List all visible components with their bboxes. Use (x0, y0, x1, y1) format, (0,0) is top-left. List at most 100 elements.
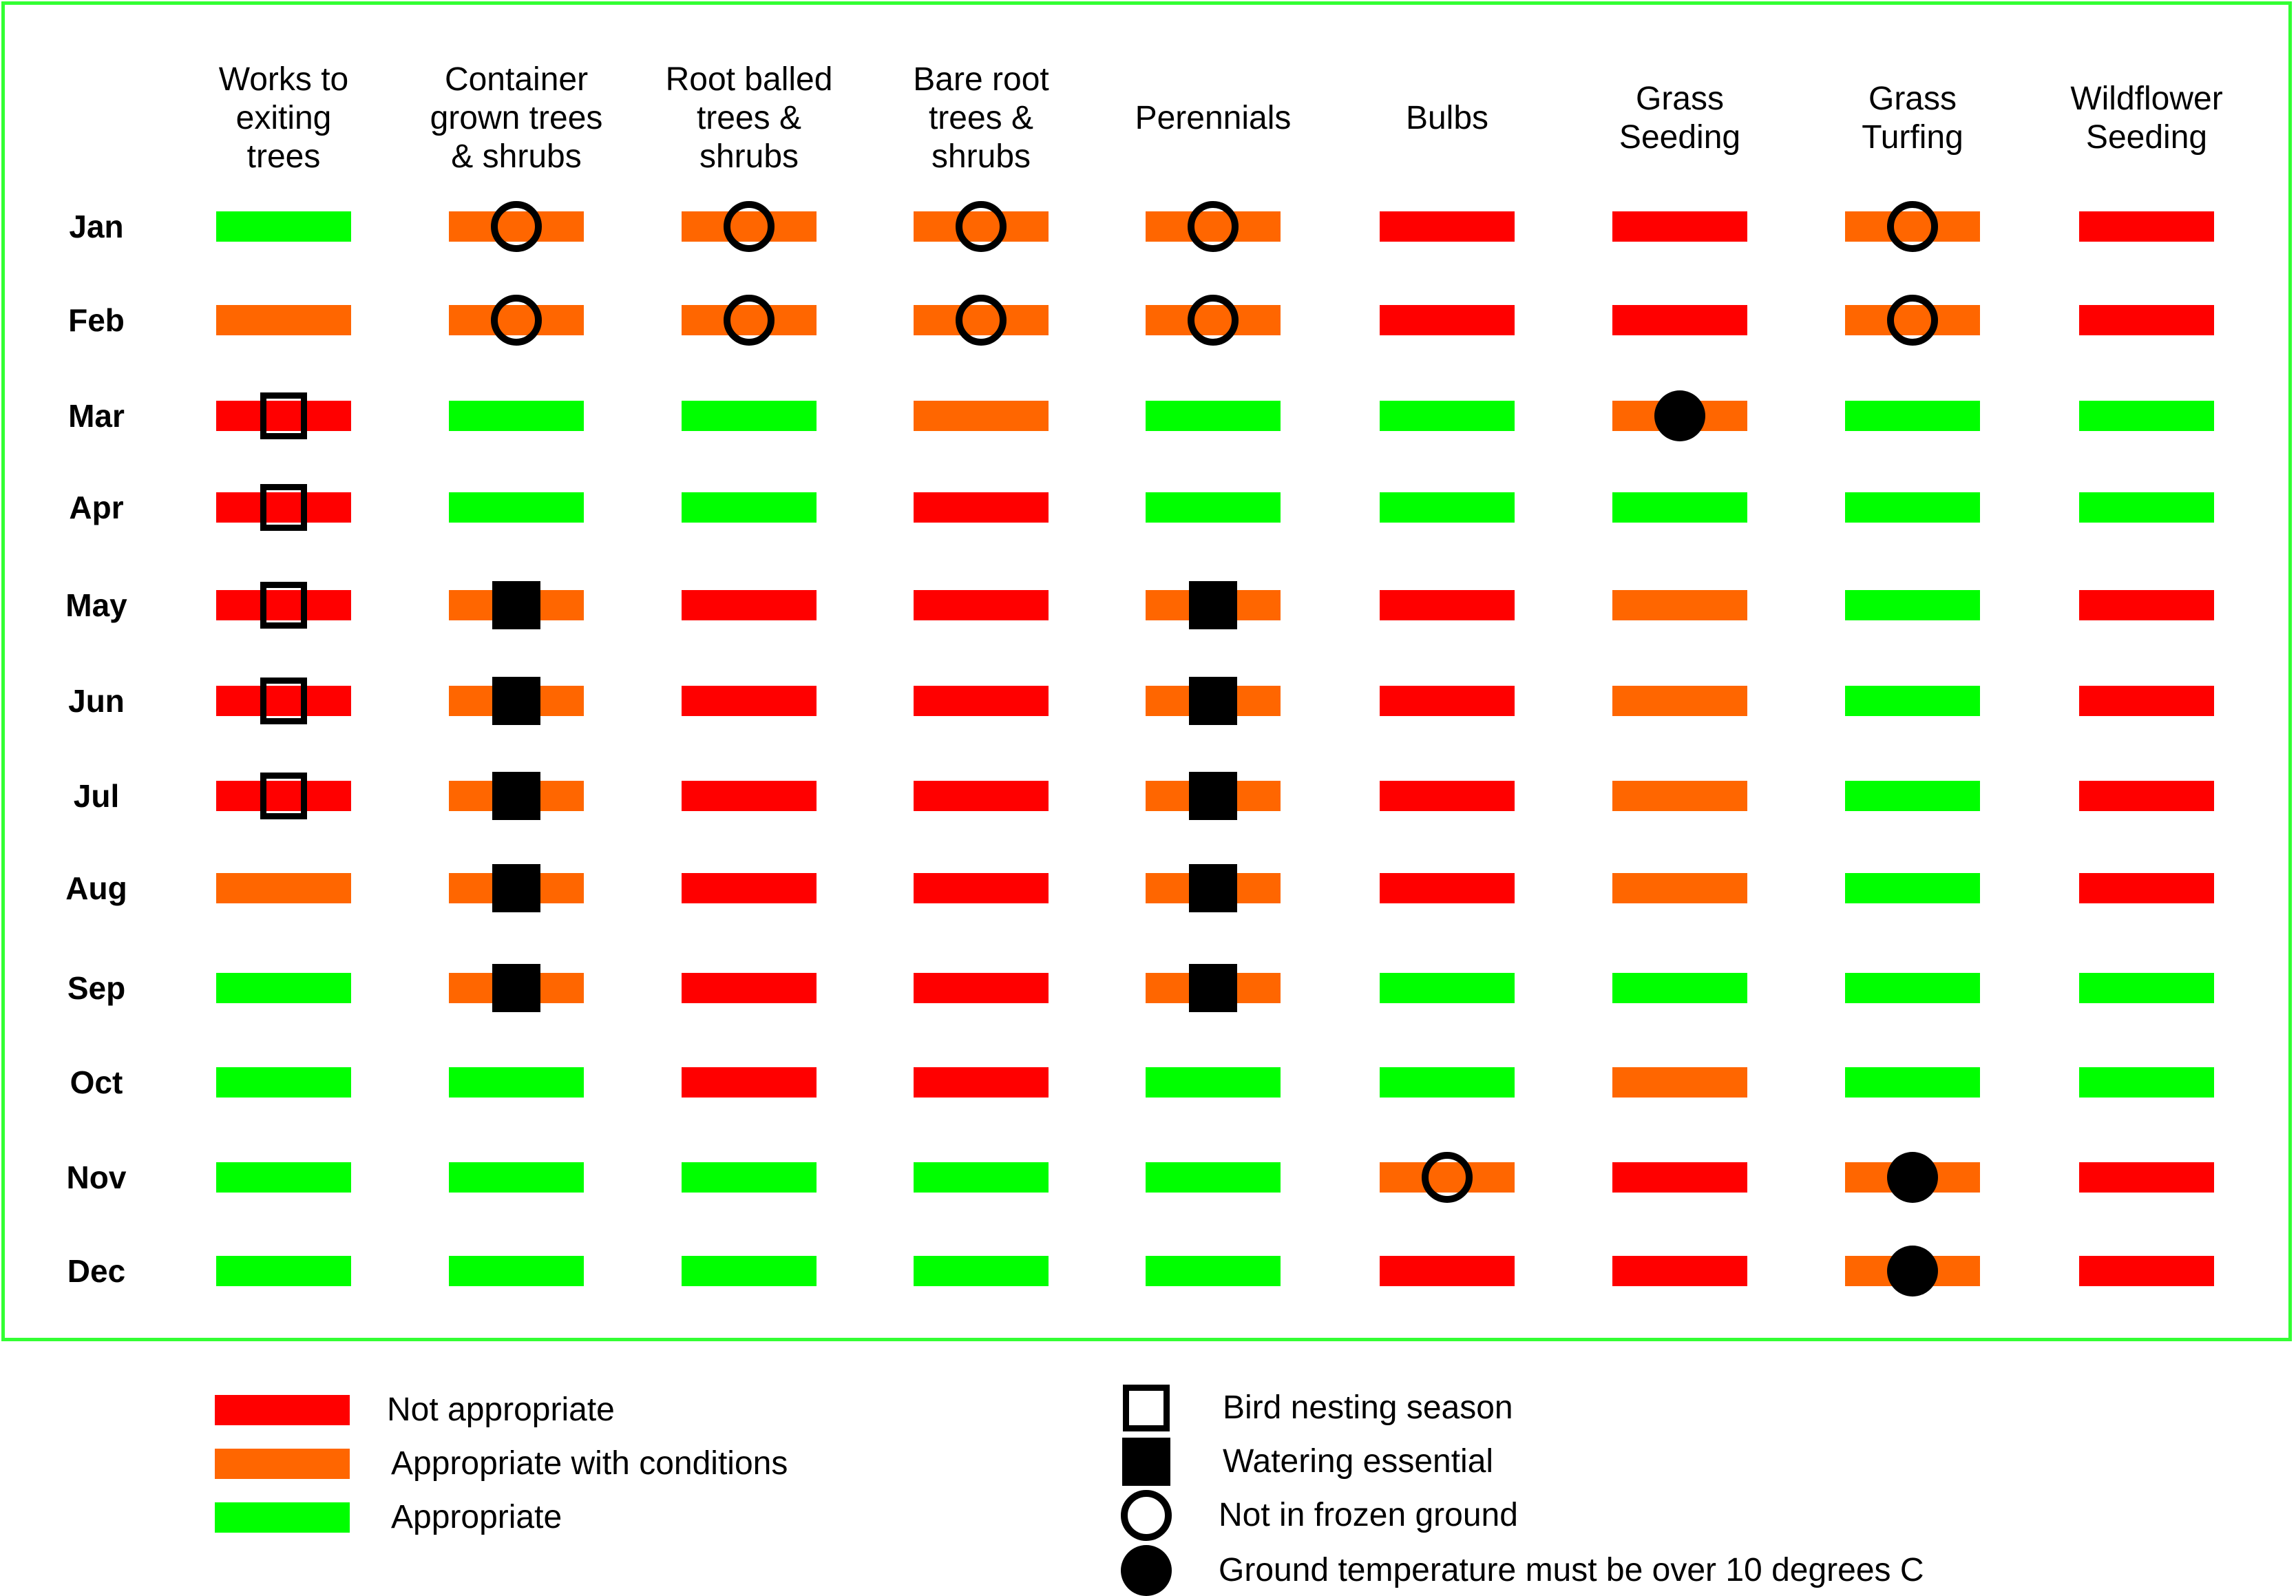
bar-sep-bare-root-trees-shrubs (914, 973, 1049, 1003)
bar-oct-perennials (1146, 1067, 1281, 1098)
bar-oct-bulbs (1380, 1067, 1515, 1098)
bar-dec-root-balled-trees-shrubs (682, 1256, 817, 1286)
bar-aug-works-to-exiting-trees (216, 873, 351, 903)
bar-dec-wildflower-seeding (2079, 1256, 2214, 1286)
square-filled-icon (492, 964, 540, 1012)
column-header-root-balled-trees-shrubs: Root balled trees & shrubs (665, 61, 833, 175)
bar-oct-root-balled-trees-shrubs (682, 1067, 817, 1098)
legend-label-ground-temperature-must-be-over-10-degrees-c: Ground temperature must be over 10 degre… (1219, 1552, 1924, 1588)
square-filled-icon (1189, 581, 1237, 629)
legend-circle-filled-icon (1121, 1545, 1172, 1596)
bar-may-bulbs (1380, 590, 1515, 620)
bar-mar-container-grown-trees-shrubs (449, 401, 584, 431)
bar-jan-works-to-exiting-trees (216, 211, 351, 242)
bar-jul-bulbs (1380, 781, 1515, 811)
month-label-may: May (65, 587, 127, 623)
square-filled-icon (1189, 772, 1237, 820)
bar-apr-bulbs (1380, 492, 1515, 523)
bar-apr-grass-turfing (1845, 492, 1980, 523)
bar-oct-grass-seeding (1612, 1067, 1747, 1098)
circle-open-icon (724, 201, 775, 252)
bar-may-grass-turfing (1845, 590, 1980, 620)
circle-open-icon (724, 295, 775, 346)
circle-filled-icon (1887, 1246, 1938, 1296)
planting-calendar: Works to exiting trees Container grown tr… (65, 61, 2223, 1296)
bar-mar-works-to-exiting-trees (216, 401, 351, 431)
bar-jun-grass-seeding (1612, 686, 1747, 716)
bar-sep-bulbs (1380, 973, 1515, 1003)
column-header-works-to-exiting-trees: Works to exiting trees (218, 61, 349, 175)
bar-jul-root-balled-trees-shrubs (682, 781, 817, 811)
bar-jul-grass-turfing (1845, 781, 1980, 811)
square-open-icon (260, 678, 307, 724)
bar-may-wildflower-seeding (2079, 590, 2214, 620)
circle-filled-icon (1887, 1152, 1938, 1203)
bar-may-root-balled-trees-shrubs (682, 590, 817, 620)
bar-may-works-to-exiting-trees (216, 590, 351, 620)
square-filled-icon (492, 581, 540, 629)
legend-swatch-orange (215, 1449, 350, 1479)
bar-feb-works-to-exiting-trees (216, 305, 351, 335)
bar-aug-grass-turfing (1845, 873, 1980, 903)
column-header-perennials: Perennials (1135, 100, 1292, 136)
square-filled-icon (1189, 677, 1237, 725)
bar-dec-container-grown-trees-shrubs (449, 1256, 584, 1286)
bar-apr-root-balled-trees-shrubs (682, 492, 817, 523)
legend-label-not-in-frozen-ground: Not in frozen ground (1219, 1497, 1518, 1533)
bar-aug-root-balled-trees-shrubs (682, 873, 817, 903)
bar-feb-wildflower-seeding (2079, 305, 2214, 335)
bar-dec-bare-root-trees-shrubs (914, 1256, 1049, 1286)
bar-jul-works-to-exiting-trees (216, 781, 351, 811)
bar-sep-grass-seeding (1612, 973, 1747, 1003)
bar-oct-grass-turfing (1845, 1067, 1980, 1098)
bar-nov-container-grown-trees-shrubs (449, 1162, 584, 1193)
month-label-oct: Oct (70, 1064, 123, 1100)
bar-apr-perennials (1146, 492, 1281, 523)
circle-filled-icon (1654, 390, 1705, 441)
bar-may-grass-seeding (1612, 590, 1747, 620)
bar-may-bare-root-trees-shrubs (914, 590, 1049, 620)
bar-apr-bare-root-trees-shrubs (914, 492, 1049, 523)
square-filled-icon (492, 864, 540, 912)
circle-open-icon (1422, 1152, 1473, 1203)
bar-aug-wildflower-seeding (2079, 873, 2214, 903)
square-filled-icon (1189, 964, 1237, 1012)
square-filled-icon (492, 772, 540, 820)
month-label-jul: Jul (73, 778, 120, 814)
column-header-bare-root-trees-shrubs: Bare root trees & shrubs (913, 61, 1049, 175)
bar-apr-grass-seeding (1612, 492, 1747, 523)
circle-open-icon (491, 201, 542, 252)
bar-feb-grass-seeding (1612, 305, 1747, 335)
legend-square-filled-icon (1122, 1438, 1170, 1486)
bar-feb-bulbs (1380, 305, 1515, 335)
column-header-grass-turfing: Grass Turfing (1862, 81, 1963, 156)
bar-nov-wildflower-seeding (2079, 1162, 2214, 1193)
legend-circle-open-icon (1121, 1490, 1172, 1541)
bar-jun-grass-turfing (1845, 686, 1980, 716)
square-open-icon (260, 392, 307, 439)
bar-aug-grass-seeding (1612, 873, 1747, 903)
bar-mar-grass-turfing (1845, 401, 1980, 431)
legend-swatch-green (215, 1502, 350, 1533)
circle-open-icon (956, 201, 1007, 252)
bar-mar-bulbs (1380, 401, 1515, 431)
bar-oct-container-grown-trees-shrubs (449, 1067, 584, 1098)
month-label-feb: Feb (68, 302, 125, 338)
circle-open-icon (1188, 295, 1239, 346)
square-open-icon (260, 773, 307, 819)
legend-square-open-icon (1123, 1385, 1170, 1431)
bar-apr-container-grown-trees-shrubs (449, 492, 584, 523)
bar-oct-wildflower-seeding (2079, 1067, 2214, 1098)
bar-oct-works-to-exiting-trees (216, 1067, 351, 1098)
bar-sep-works-to-exiting-trees (216, 973, 351, 1003)
column-header-container-grown-trees-shrubs: Container grown trees & shrubs (430, 61, 603, 175)
bar-dec-bulbs (1380, 1256, 1515, 1286)
square-filled-icon (1189, 864, 1237, 912)
bar-aug-bare-root-trees-shrubs (914, 873, 1049, 903)
bar-sep-wildflower-seeding (2079, 973, 2214, 1003)
column-header-grass-seeding: Grass Seeding (1619, 81, 1741, 156)
bar-jan-grass-seeding (1612, 211, 1747, 242)
legend-swatch-red (215, 1395, 350, 1425)
bar-nov-grass-seeding (1612, 1162, 1747, 1193)
bar-nov-bare-root-trees-shrubs (914, 1162, 1049, 1193)
